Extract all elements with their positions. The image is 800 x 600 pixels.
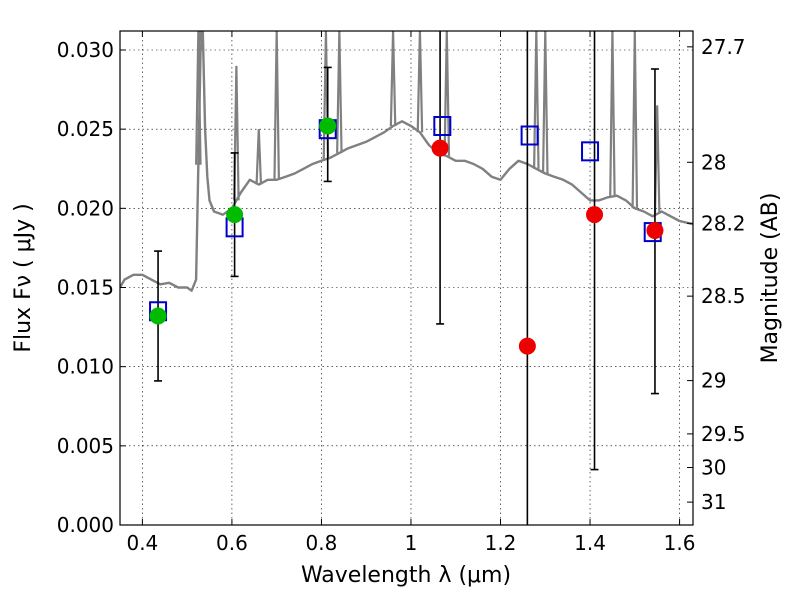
emission-line-spike (255, 129, 263, 185)
emission-line-spike (273, 31, 280, 180)
y-tick-label: 0.010 (57, 355, 114, 379)
plot-area (120, 31, 693, 525)
plot-frame (119, 30, 694, 526)
nondetection-point (646, 222, 664, 239)
nondetection-point (431, 139, 449, 157)
y2-tick-label: 28.5 (701, 284, 746, 308)
model-flux-square (433, 116, 452, 136)
x-tick-label: 0.6 (216, 531, 248, 555)
emission-line-spike (416, 31, 424, 133)
x-tick-label: 1.2 (485, 531, 517, 555)
emission-line-spike (197, 31, 204, 51)
y2-tick-label: 30 (701, 456, 726, 480)
y-tick-label: 0.025 (57, 117, 114, 141)
y2-tick-label: 28.2 (701, 211, 746, 235)
model-flux-square (581, 141, 600, 162)
y2-tick-label: 29 (701, 369, 726, 393)
y2-axis-label: Magnitude (AB) (758, 193, 783, 364)
x-tick-label: 1.4 (574, 531, 606, 555)
y-tick-label: 0.020 (57, 196, 114, 220)
model-flux-square (520, 125, 539, 146)
emission-line-spike (336, 31, 343, 153)
x-tick-label: 1 (405, 531, 418, 555)
emission-line-spike (631, 31, 639, 209)
emission-line-spike (533, 31, 540, 169)
y-axis-label: Flux Fν ( μJy ) (11, 203, 36, 352)
y2-tick-label: 28 (701, 150, 726, 174)
y2-tick-label: 31 (701, 490, 726, 514)
emission-line-spike (195, 31, 202, 165)
y-tick-label: 0.000 (57, 513, 114, 537)
emission-line-spike (609, 31, 616, 197)
x-tick-label: 0.4 (126, 531, 158, 555)
y-tick-label: 0.005 (57, 434, 114, 458)
y2-tick-label: 29.5 (701, 422, 746, 446)
detection-point (149, 307, 167, 325)
detection-point (226, 206, 244, 224)
y-tick-label: 0.015 (57, 276, 114, 300)
nondetection-point (586, 206, 604, 224)
nondetection-point (518, 337, 536, 355)
detection-point (319, 117, 337, 135)
x-tick-label: 0.8 (306, 531, 338, 555)
y-tick-label: 0.030 (57, 38, 114, 62)
axis-ticks: 0.4 0.6 0.8 1 1.2 1.4 1.6 0.000 0.005 0.010 0.015 0… (57, 31, 746, 555)
emission-line-spike (541, 31, 549, 174)
x-axis-label: Wavelength λ (μm) (301, 563, 511, 588)
y2-tick-label: 27.7 (701, 35, 746, 59)
emission-line-spike (443, 31, 451, 157)
x-tick-label: 1.6 (664, 531, 696, 555)
emission-line-spike (389, 31, 397, 127)
